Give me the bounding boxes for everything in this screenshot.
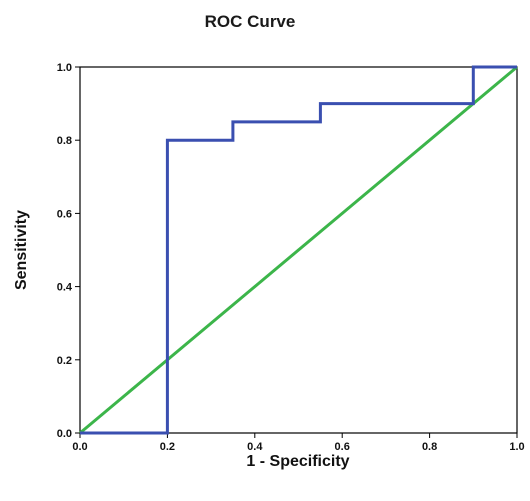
x-tick-label: 0.8 <box>422 441 437 453</box>
x-tick-label: 1.0 <box>509 441 524 453</box>
y-tick-label: 0.2 <box>57 355 72 367</box>
x-axis-label: 1 - Specificity <box>246 453 349 470</box>
y-axis: 0.0 0.2 0.4 0.6 0.8 1.0 <box>57 62 80 440</box>
y-tick-label: 0.8 <box>57 135 72 147</box>
y-tick-label: 0.6 <box>57 208 72 220</box>
x-tick-label: 0.2 <box>160 441 175 453</box>
reference-diagonal-line <box>79 65 518 435</box>
x-tick-label: 0.4 <box>247 441 263 453</box>
x-tick-label: 0.6 <box>335 441 350 453</box>
y-tick-label: 0.4 <box>57 282 73 294</box>
x-axis: 0.0 0.2 0.4 0.6 0.8 1.0 <box>72 433 525 453</box>
roc-curve-line <box>80 65 517 435</box>
chart-title: ROC Curve <box>205 12 296 31</box>
y-tick-label: 1.0 <box>57 62 72 74</box>
series-layer <box>79 65 518 435</box>
x-tick-label: 0.0 <box>72 441 87 453</box>
y-axis-label: Sensitivity <box>13 210 30 290</box>
y-tick-label: 0.0 <box>57 428 72 440</box>
